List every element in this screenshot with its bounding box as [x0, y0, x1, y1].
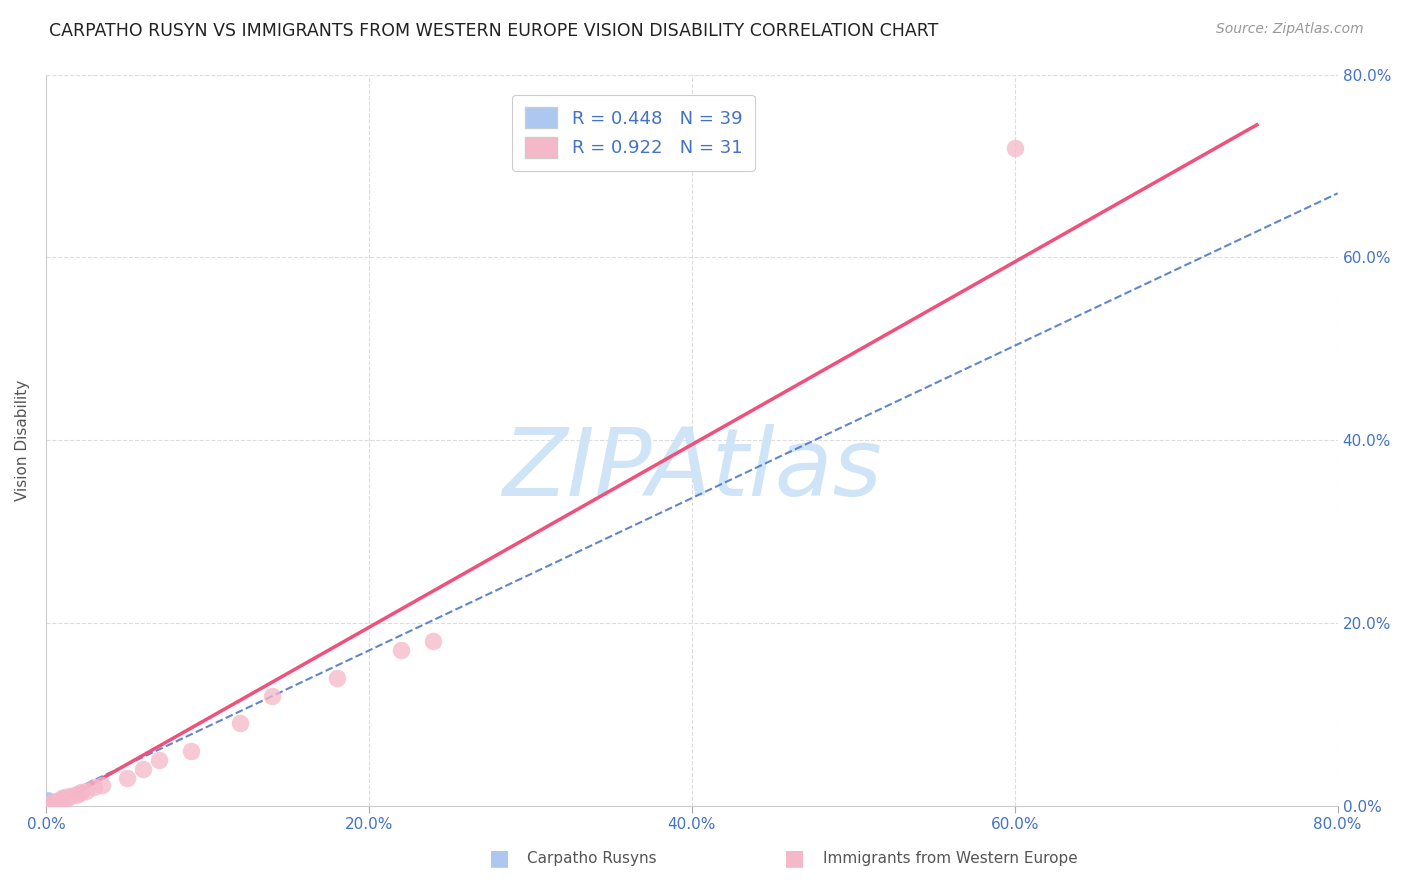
Point	[39, 794, 62, 808]
Point	[39, 796, 62, 810]
Point	[45, 795, 67, 809]
Point	[37, 795, 59, 809]
Point	[49, 793, 72, 807]
Point	[45, 795, 67, 809]
Point	[52, 792, 75, 806]
Point	[1004, 141, 1026, 155]
Point	[132, 762, 155, 776]
Point	[59, 789, 82, 804]
Point	[38, 796, 60, 810]
Point	[38, 797, 60, 811]
Point	[38, 797, 60, 811]
Point	[42, 796, 65, 810]
Point	[37, 797, 59, 812]
Point	[41, 796, 63, 810]
Point	[260, 689, 283, 703]
Point	[35, 798, 58, 813]
Point	[75, 784, 97, 798]
Point	[39, 794, 62, 808]
Point	[35, 797, 58, 812]
Text: ■: ■	[489, 848, 509, 868]
Text: ■: ■	[785, 848, 804, 868]
Point	[35, 794, 58, 808]
Point	[38, 797, 60, 811]
Point	[35, 796, 58, 810]
Y-axis label: Vision Disability: Vision Disability	[15, 379, 30, 500]
Text: CARPATHO RUSYN VS IMMIGRANTS FROM WESTERN EUROPE VISION DISABILITY CORRELATION C: CARPATHO RUSYN VS IMMIGRANTS FROM WESTER…	[49, 22, 939, 40]
Point	[38, 797, 60, 812]
Text: Carpatho Rusyns: Carpatho Rusyns	[527, 851, 657, 865]
Point	[41, 795, 63, 809]
Point	[39, 796, 62, 810]
Point	[37, 797, 59, 811]
Point	[39, 797, 62, 811]
Point	[41, 797, 63, 811]
Point	[37, 797, 59, 812]
Point	[53, 790, 76, 805]
Point	[83, 780, 105, 795]
Point	[37, 792, 59, 806]
Text: Source: ZipAtlas.com: Source: ZipAtlas.com	[1216, 22, 1364, 37]
Point	[48, 794, 70, 808]
Point	[37, 796, 59, 810]
Text: ZIPAtlas: ZIPAtlas	[502, 424, 882, 515]
Point	[39, 795, 62, 809]
Point	[37, 796, 59, 810]
Point	[38, 796, 60, 810]
Point	[37, 797, 59, 811]
Point	[38, 797, 60, 811]
Point	[46, 794, 69, 808]
Point	[51, 791, 73, 805]
Point	[70, 785, 93, 799]
Point	[38, 797, 60, 811]
Point	[389, 643, 412, 657]
Legend: R = 0.448   N = 39, R = 0.922   N = 31: R = 0.448 N = 39, R = 0.922 N = 31	[512, 95, 755, 170]
Point	[67, 787, 90, 801]
Point	[148, 753, 170, 767]
Point	[63, 788, 86, 802]
Point	[38, 797, 60, 812]
Point	[35, 798, 58, 813]
Point	[35, 797, 58, 812]
Point	[115, 771, 138, 785]
Point	[35, 797, 58, 811]
Point	[325, 671, 347, 685]
Point	[37, 796, 59, 810]
Point	[422, 634, 444, 648]
Point	[35, 796, 58, 810]
Point	[37, 797, 59, 811]
Point	[37, 793, 59, 807]
Point	[56, 791, 79, 805]
Point	[228, 716, 250, 731]
Point	[35, 797, 58, 812]
Point	[37, 797, 59, 811]
Text: Immigrants from Western Europe: Immigrants from Western Europe	[823, 851, 1077, 865]
Point	[37, 794, 59, 808]
Point	[35, 797, 58, 811]
Point	[35, 795, 58, 809]
Point	[180, 744, 202, 758]
Point	[42, 795, 65, 809]
Point	[91, 779, 114, 793]
